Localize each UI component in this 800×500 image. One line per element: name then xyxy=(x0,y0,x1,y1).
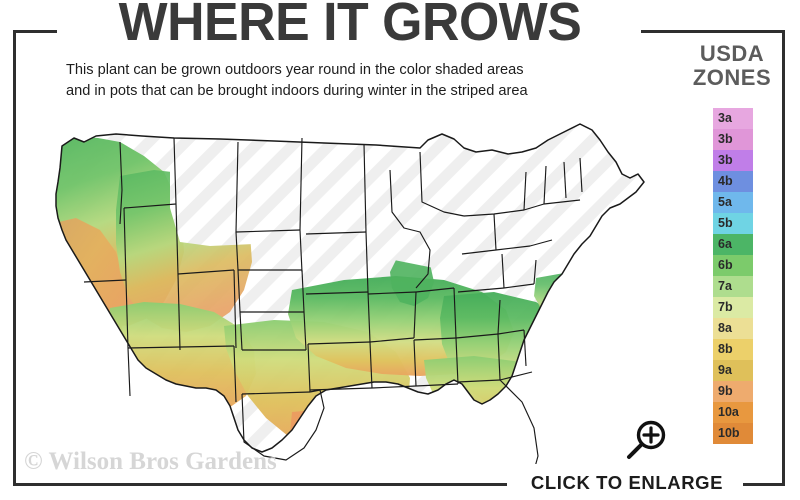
state-boundaries xyxy=(55,123,645,464)
striped-new-england xyxy=(422,146,624,260)
zone-swatch-9b: 9b xyxy=(713,381,753,402)
zone-swatch-3b-upper: 3b xyxy=(713,129,753,150)
frame-left-edge xyxy=(13,30,16,486)
zone-swatch-5b: 5b xyxy=(713,213,753,234)
zone-swatch-label: 3a xyxy=(718,111,732,126)
region-lower-michigan xyxy=(390,256,434,306)
zone-swatch-10b: 10b xyxy=(713,423,753,444)
map-svg xyxy=(55,123,645,464)
frame-top-right-segment xyxy=(641,30,785,33)
zone-swatch-label: 8a xyxy=(718,321,732,336)
zone-swatch-label: 3b xyxy=(718,132,733,147)
zone-swatch-label: 9b xyxy=(718,384,733,399)
frame-bottom-left-segment xyxy=(13,483,507,486)
region-southeast xyxy=(424,356,586,452)
zone-swatch-8b: 8b xyxy=(713,339,753,360)
region-northeast-coast xyxy=(534,272,616,330)
zone-swatch-8a: 8a xyxy=(713,318,753,339)
zone-swatch-7a: 7a xyxy=(713,276,753,297)
zone-swatch-label: 6a xyxy=(718,237,732,252)
zone-swatch-4b: 4b xyxy=(713,171,753,192)
region-south-texas xyxy=(290,410,346,452)
subtitle: This plant can be grown outdoors year ro… xyxy=(66,60,626,102)
zone-swatch-label: 5b xyxy=(718,216,733,231)
zone-swatch-label: 3b xyxy=(718,153,733,168)
region-south-florida xyxy=(526,398,578,452)
zone-swatch-label: 8b xyxy=(718,342,733,357)
zone-swatch-label: 5a xyxy=(718,195,732,210)
zone-swatch-6a: 6a xyxy=(713,234,753,255)
zone-swatch-label: 9a xyxy=(718,363,732,378)
subtitle-line-1: This plant can be grown outdoors year ro… xyxy=(66,62,524,78)
zone-swatch-label: 4b xyxy=(718,174,733,189)
region-mid-atlantic xyxy=(440,292,580,410)
zone-swatch-5a: 5a xyxy=(713,192,753,213)
frame-right-edge xyxy=(782,30,785,486)
zone-swatch-10a: 10a xyxy=(713,402,753,423)
zone-swatch-3a: 3a xyxy=(713,108,753,129)
zone-swatch-label: 7a xyxy=(718,279,732,294)
zone-swatch-9a: 9a xyxy=(713,360,753,381)
click-to-enlarge-label[interactable]: CLICK TO ENLARGE xyxy=(530,472,724,493)
usda-hardiness-zone-map[interactable] xyxy=(24,112,674,464)
zone-swatch-label: 10b xyxy=(718,426,740,441)
frame-bottom-right-segment xyxy=(743,483,785,486)
magnifier-plus-icon[interactable] xyxy=(620,418,672,464)
northern-striped-overlay xyxy=(170,132,624,270)
magnifier-svg xyxy=(627,420,666,459)
zone-swatch-6b: 6b xyxy=(713,255,753,276)
zone-swatch-label: 10a xyxy=(718,405,739,420)
subtitle-line-2: and in pots that can be brought indoors … xyxy=(66,83,528,99)
legend-heading: USDA ZONES xyxy=(676,42,788,90)
legend-heading-line-2: ZONES xyxy=(692,65,772,90)
zone-swatch-label: 6b xyxy=(718,258,733,273)
legend-heading-line-1: USDA xyxy=(699,41,765,66)
frame-top-left-segment xyxy=(13,30,57,33)
usda-zone-legend: 3a 3b 3b 4b 5a 5b 6a 6b 7a 7b 8a 8b 9a 9b 10a 10b xyxy=(713,108,753,444)
zone-swatch-7b: 7b xyxy=(713,297,753,318)
page-title: WHERE IT GROWS xyxy=(118,0,582,52)
zone-swatch-label: 7b xyxy=(718,300,733,315)
zone-swatch-3b-lower: 3b xyxy=(713,150,753,171)
copyright-watermark: © Wilson Bros Gardens xyxy=(24,448,277,475)
striped-northern-plains xyxy=(170,132,494,270)
